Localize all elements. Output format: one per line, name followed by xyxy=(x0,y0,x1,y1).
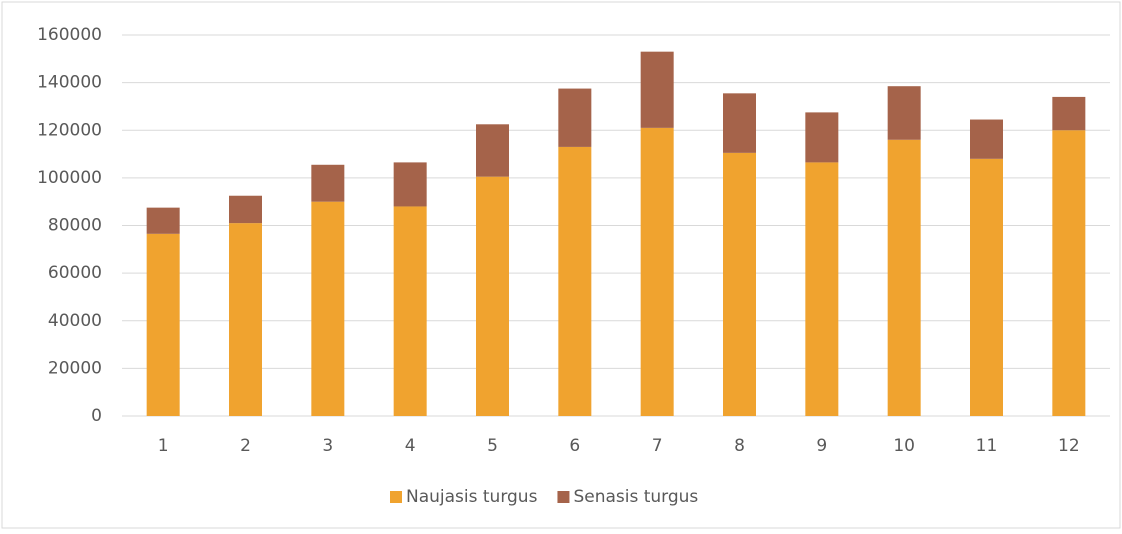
x-tick-label: 9 xyxy=(816,436,827,456)
bar-segment xyxy=(393,162,427,207)
bar-segment xyxy=(805,112,839,163)
bar-segment xyxy=(970,119,1003,159)
y-tick-label: 80000 xyxy=(48,216,102,236)
bar-segment xyxy=(558,146,592,416)
legend-label: Naujasis turgus xyxy=(406,487,538,507)
y-tick-label: 0 xyxy=(91,406,102,426)
y-tick-label: 160000 xyxy=(37,25,102,45)
y-tick-label: 120000 xyxy=(37,120,102,140)
x-tick-label: 3 xyxy=(322,436,333,456)
bar-segment xyxy=(146,207,180,234)
bar-segment xyxy=(970,158,1003,416)
legend-label: Senasis turgus xyxy=(573,487,698,507)
y-tick-label: 100000 xyxy=(37,168,102,188)
bar-segment xyxy=(640,127,674,417)
x-tick-label: 5 xyxy=(487,436,498,456)
bar-segment xyxy=(229,223,262,416)
bar-segment xyxy=(887,139,921,416)
bar-segment xyxy=(476,124,509,177)
x-tick-label: 7 xyxy=(652,436,663,456)
bar-segment xyxy=(805,162,839,416)
x-tick-label: 4 xyxy=(405,436,416,456)
bar-segment xyxy=(1052,130,1086,416)
y-tick-label: 20000 xyxy=(48,358,102,378)
x-tick-label: 8 xyxy=(734,436,745,456)
bar-segment xyxy=(723,93,756,153)
y-tick-label: 60000 xyxy=(48,263,102,283)
x-tick-label: 2 xyxy=(240,436,251,456)
x-tick-label: 11 xyxy=(976,436,998,456)
bar-segment xyxy=(393,206,427,416)
x-tick-label: 10 xyxy=(893,436,915,456)
bar-segment xyxy=(640,51,674,128)
bar-segment xyxy=(887,86,921,140)
x-tick-label: 6 xyxy=(569,436,580,456)
bar-segment xyxy=(476,176,509,416)
bar-segment xyxy=(723,152,756,416)
legend-swatch xyxy=(557,491,570,503)
bar-segment xyxy=(229,195,262,224)
legend-swatch xyxy=(390,491,402,503)
bar-segment xyxy=(1052,96,1086,131)
bar-segment xyxy=(558,88,592,147)
y-tick-label: 40000 xyxy=(48,311,102,331)
bar-segment xyxy=(311,201,345,416)
x-tick-label: 1 xyxy=(158,436,169,456)
bar-segment xyxy=(311,164,345,202)
y-tick-label: 140000 xyxy=(37,73,102,93)
x-tick-label: 12 xyxy=(1058,436,1080,456)
bar-segment xyxy=(146,233,180,416)
